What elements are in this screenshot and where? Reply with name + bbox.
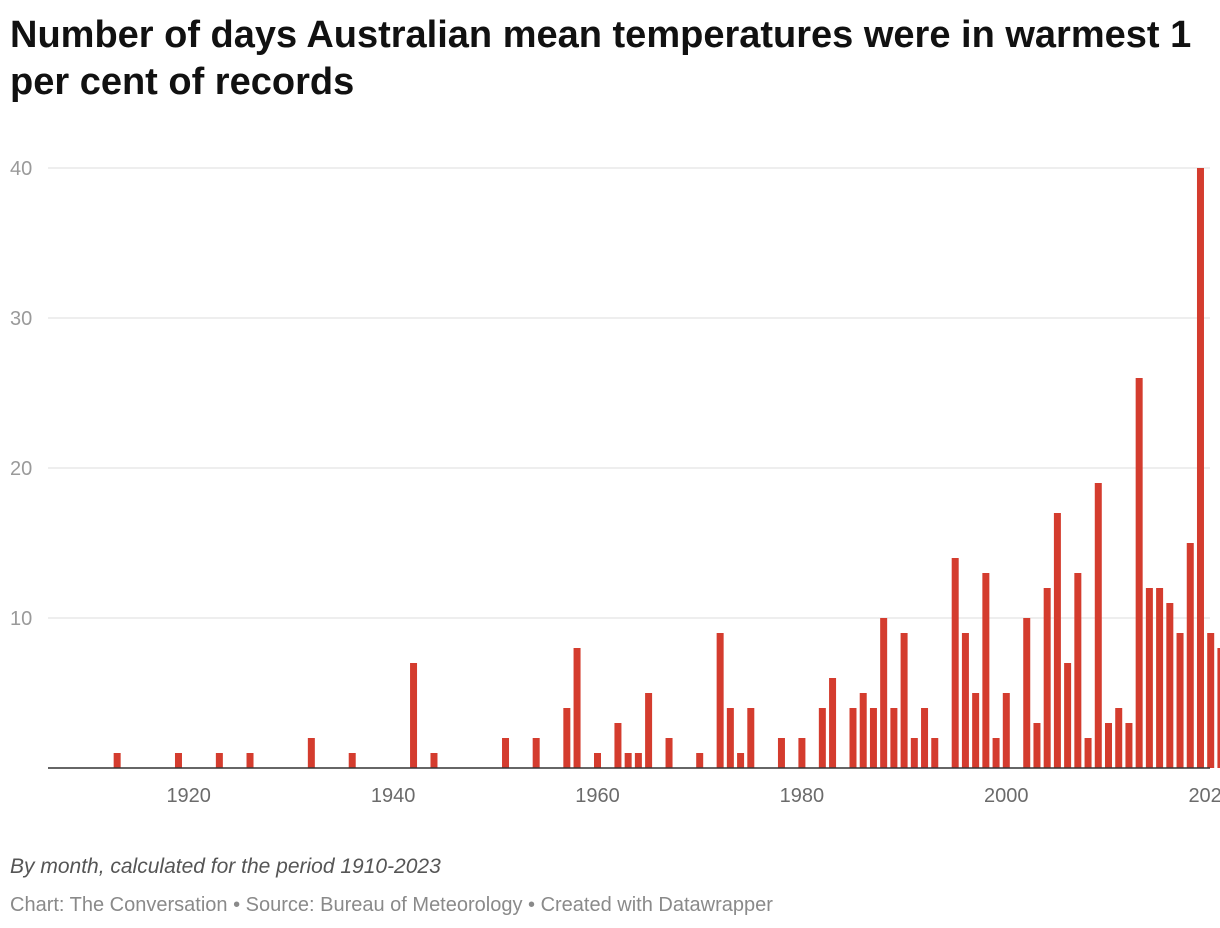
x-tick-label: 1960 [575,785,620,807]
bar-1974 [737,753,745,768]
x-tick-label: 1940 [371,785,416,807]
bar-2013 [1135,378,1143,768]
bar-1942 [410,663,418,768]
bar-1978 [777,738,785,768]
y-tick-label: 30 [10,308,32,330]
gridlines [48,167,1210,619]
bar-1987 [869,708,877,768]
bar-1926 [246,753,254,768]
chart-title: Number of days Australian mean temperatu… [10,14,1192,103]
bar-2008 [1084,738,1092,768]
bar-1995 [951,558,959,768]
bar-1999 [992,738,1000,768]
bar-2003 [1033,723,1041,768]
bar-1973 [726,708,734,768]
x-tick-label: 1920 [166,785,211,807]
bar-2007 [1074,573,1082,768]
bar-2009 [1094,483,1102,768]
bar-1988 [880,618,888,768]
chart-credit: Chart: The Conversation • Source: Bureau… [10,894,773,916]
bar-2010 [1105,723,1112,768]
bar-1960 [594,753,601,768]
bar-1957 [563,708,571,768]
bar-2017 [1176,633,1184,768]
bar-1990 [900,633,908,768]
y-axis-ticks: 10 20 30 40 [10,158,32,630]
bar-2000 [1002,693,1010,768]
bar-2011 [1115,708,1123,768]
bar-1992 [921,708,929,768]
bar-1983 [829,678,837,768]
bar-2014 [1145,588,1153,768]
bar-1975 [747,708,755,768]
y-tick-label: 40 [10,158,32,180]
bar-1963 [624,753,632,768]
bar-2012 [1125,723,1133,768]
bar-1967 [665,738,673,768]
bar-1985 [849,708,857,768]
bar-1913 [113,753,121,768]
bar-2021 [1217,648,1220,768]
bar-1970 [696,753,704,768]
bar-1932 [307,738,315,768]
bar-1965 [645,693,653,768]
bar-1962 [614,723,622,768]
bars [113,168,1220,768]
bar-1919 [174,753,182,768]
bar-1944 [430,753,438,768]
bar-1989 [890,708,898,768]
bar-2019 [1196,168,1204,768]
bar-1996 [961,633,969,768]
bar-1998 [982,573,990,768]
bar-1951 [502,738,510,768]
bar-2006 [1064,663,1072,768]
bar-1982 [818,708,826,768]
y-tick-label: 20 [10,458,32,480]
x-tick-label: 1980 [780,785,825,807]
bar-1972 [716,633,724,768]
bar-2020 [1207,633,1215,768]
bar-2002 [1023,618,1031,768]
bar-1958 [573,648,581,768]
bar-1986 [859,693,867,768]
bar-2005 [1053,513,1061,768]
bar-2004 [1043,588,1051,768]
chart-notes: By month, calculated for the period 1910… [10,855,441,878]
x-tick-label: 2000 [984,785,1029,807]
bar-chart: 10 20 30 40 1920 1940 1960 1980 2000 2020 [10,158,1220,807]
bar-2016 [1166,603,1174,768]
bar-1997 [972,693,980,768]
bar-1991 [910,738,918,768]
bar-2015 [1156,588,1164,768]
y-tick-label: 10 [10,608,32,630]
bar-1954 [532,738,540,768]
x-axis-ticks: 1920 1940 1960 1980 2000 2020 [166,785,1220,807]
bar-1980 [798,738,806,768]
bar-1993 [931,738,939,768]
bar-2018 [1186,543,1194,768]
bar-1923 [215,753,223,768]
x-tick-label: 2020 [1188,785,1220,807]
bar-1936 [348,753,356,768]
bar-1964 [634,753,642,768]
